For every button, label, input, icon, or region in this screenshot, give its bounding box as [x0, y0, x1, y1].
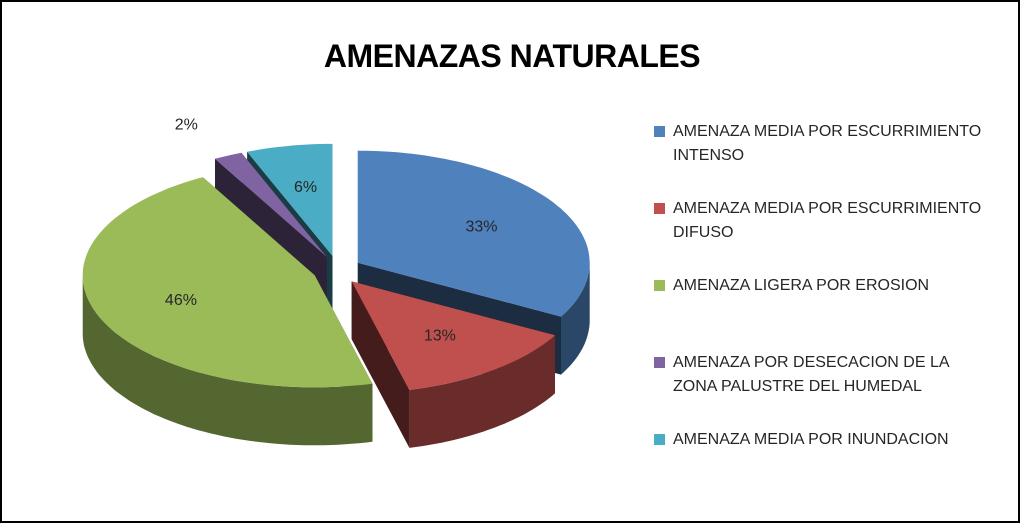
slice-side: [351, 281, 410, 448]
legend-swatch: [654, 280, 665, 291]
legend-swatch: [654, 203, 665, 214]
slice-wall: [82, 275, 373, 446]
legend-label: AMENAZA MEDIA POR INUNDACION: [673, 431, 949, 448]
legend-swatch: [654, 126, 665, 137]
data-label: 2%: [175, 117, 198, 134]
slice: [351, 281, 555, 448]
legend-item: AMENAZA MEDIA POR ESCURRIMIENTO DIFUSO: [654, 197, 993, 245]
slice: [247, 143, 333, 256]
slice-wall: [561, 262, 590, 375]
legend-item: AMENAZA POR DESECACION DE LA ZONA PALUST…: [654, 351, 993, 399]
data-label: 46%: [165, 292, 197, 309]
legend-item: AMENAZA MEDIA POR ESCURRIMIENTO INTENSO: [654, 120, 993, 168]
data-label: 13%: [424, 327, 456, 344]
chart-title: AMENAZAS NATURALES: [323, 38, 701, 74]
slice: [82, 177, 373, 388]
slice-wall: [409, 335, 555, 448]
pie-area: 33% 13% 46% 2% 6%: [82, 117, 590, 448]
data-label: 33%: [465, 219, 497, 236]
legend-swatch: [654, 434, 665, 445]
legend-label: AMENAZA LIGERA POR EROSION: [673, 277, 930, 294]
legend-item: AMENAZA MEDIA POR INUNDACION: [654, 428, 993, 452]
legend-label: AMENAZA POR DESECACION DE LA ZONA PALUST…: [673, 354, 949, 395]
legend-label: AMENAZA MEDIA POR ESCURRIMIENTO INTENSO: [673, 123, 982, 164]
slice: [351, 281, 555, 390]
slice: [357, 150, 590, 317]
slice: [82, 177, 373, 446]
legend-label: AMENAZA MEDIA POR ESCURRIMIENTO DIFUSO: [673, 200, 982, 241]
legend-item: AMENAZA LIGERA POR EROSION: [654, 274, 993, 298]
data-label: 6%: [294, 179, 317, 196]
legend-swatch: [654, 357, 665, 368]
slice: [215, 152, 327, 257]
